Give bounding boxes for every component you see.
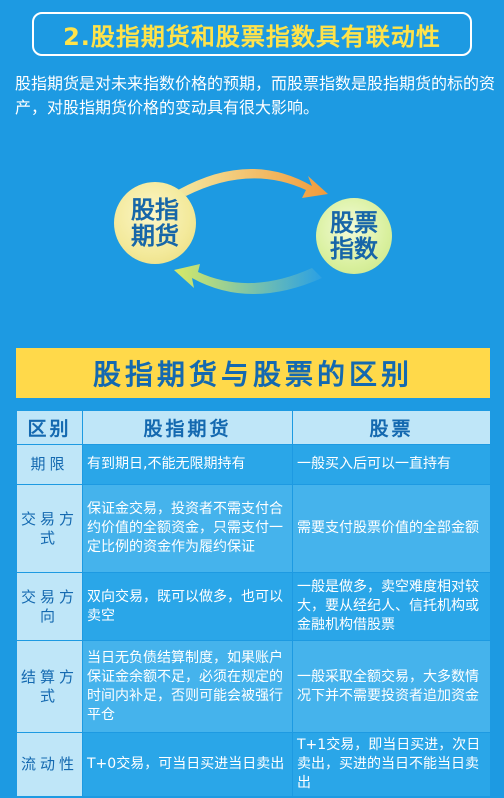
futures-cell: T+0交易，可当日买进当日卖出	[82, 732, 293, 797]
stock-cell: 一般买入后可以一直持有	[292, 444, 491, 485]
row-label: 交易方式	[16, 484, 83, 573]
stock-cell: 一般采取全额交易，大多数情况下并不需要投资者追加资金	[292, 640, 491, 733]
table-row: 交易方式 保证金交易，投资者不需支付合约价值的全额资金，只需支付一定比例的资金作…	[16, 484, 491, 573]
table-row: 流动性 T+0交易，可当日买进当日卖出 T+1交易，即当日买进，次日卖出，买进的…	[16, 732, 491, 797]
table-title: 股指期货与股票的区别	[16, 348, 490, 398]
futures-circle: 股指 期货	[114, 182, 196, 264]
futures-cell: 双向交易，既可以做多，也可以卖空	[82, 572, 293, 641]
futures-cell: 当日无负债结算制度，如果账户保证金余额不足，必须在规定的时间内补足，否则可能会被…	[82, 640, 293, 733]
header-futures: 股指期货	[82, 410, 293, 445]
futures-circle-line2: 期货	[131, 222, 179, 250]
linkage-diagram: 股指 期货 股票 指数	[100, 160, 400, 310]
intro-paragraph: 股指期货是对未来指数价格的预期，而股票指数是股指期货的标的资产，对股指期货价格的…	[15, 74, 496, 117]
table-header-row: 区别 股指期货 股票	[16, 410, 491, 445]
row-label: 结算方式	[16, 640, 83, 733]
top-arrow	[178, 168, 328, 198]
row-label: 交易方向	[16, 572, 83, 641]
table-row: 交易方向 双向交易，既可以做多，也可以卖空 一般是做多，卖空难度相对较大，要从经…	[16, 572, 491, 641]
row-label: 期限	[16, 444, 83, 485]
comparison-table: 区别 股指期货 股票 期限 有到期日,不能无限期持有 一般买入后可以一直持有 交…	[16, 410, 491, 797]
table-row: 期限 有到期日,不能无限期持有 一般买入后可以一直持有	[16, 444, 491, 485]
header-category: 区别	[16, 410, 83, 445]
bottom-arrow	[174, 264, 322, 294]
stock-cell: T+1交易，即当日买进，次日卖出，买进的当日不能当日卖出	[292, 732, 491, 797]
cycle-arrows	[174, 168, 328, 294]
table-row: 结算方式 当日无负债结算制度，如果账户保证金余额不足，必须在规定的时间内补足，否…	[16, 640, 491, 733]
futures-circle-line1: 股指	[131, 196, 179, 224]
futures-cell: 有到期日,不能无限期持有	[82, 444, 293, 485]
header-stock: 股票	[292, 410, 491, 445]
index-circle-line1: 股票	[330, 209, 378, 237]
index-circle-line2: 指数	[330, 235, 378, 263]
futures-cell: 保证金交易，投资者不需支付合约价值的全额资金，只需支付一定比例的资金作为履约保证	[82, 484, 293, 573]
row-label: 流动性	[16, 732, 83, 797]
stock-cell: 需要支付股票价值的全部金额	[292, 484, 491, 573]
stock-cell: 一般是做多，卖空难度相对较大，要从经纪人、信托机构或金融机构借股票	[292, 572, 491, 641]
section-title: 2.股指期货和股票指数具有联动性	[32, 12, 472, 56]
index-circle: 股票 指数	[316, 198, 392, 274]
